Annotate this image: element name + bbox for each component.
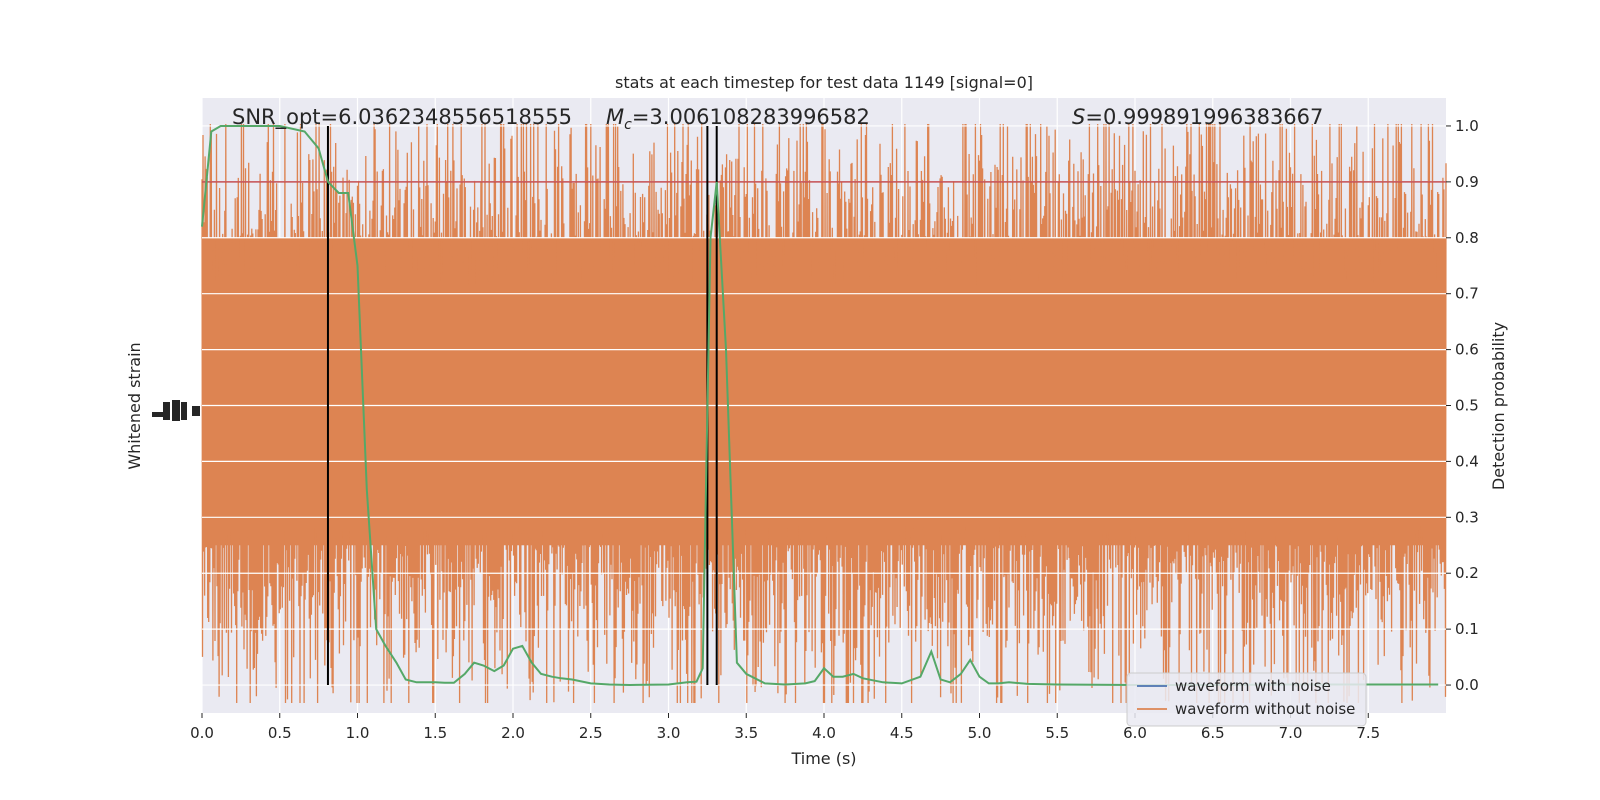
x-tick-label: 0.0 (190, 724, 214, 742)
y-tick-label: 0.3 (1455, 508, 1479, 526)
chart-title: stats at each timestep for test data 114… (615, 73, 1033, 92)
x-tick-label: 5.5 (1045, 724, 1069, 742)
x-tick-label: 7.0 (1279, 724, 1303, 742)
legend-label-with-noise: waveform with noise (1175, 677, 1331, 695)
x-axis-ticks: 0.0 0.5 1.0 1.5 2.0 2.5 3.0 3.5 4.0 4.5 5.0 5.5 6.0 6… (190, 713, 1380, 742)
legend: waveform with noise waveform without noi… (1126, 672, 1367, 727)
y-tick-label: 0.6 (1455, 341, 1479, 359)
s-symbol: S (1072, 105, 1085, 129)
x-tick-label: 2.5 (579, 724, 603, 742)
y-tick-label: 0.1 (1455, 620, 1479, 638)
x-tick-label: 0.5 (268, 724, 292, 742)
y-axis-left-label: Whitened strain (125, 342, 144, 469)
waveform-without-noise-line (201, 123, 1447, 704)
x-tick-label: 1.0 (346, 724, 370, 742)
left-axis-tick-cluster (152, 400, 200, 421)
y-axis-right-label: Detection probability (1489, 322, 1508, 490)
x-tick-label: 4.5 (890, 724, 914, 742)
mc-subscript: c (624, 117, 632, 133)
y-tick-label: 0.7 (1455, 285, 1479, 303)
x-tick-label: 5.0 (968, 724, 992, 742)
mc-value: =3.006108283996582 (632, 105, 870, 129)
y-tick-label: 0.5 (1455, 397, 1479, 415)
annotation-statistic: S=0.999891996383667 (1072, 105, 1323, 129)
x-tick-label: 7.5 (1356, 724, 1380, 742)
y-tick-label: 1.0 (1455, 117, 1479, 135)
x-tick-label: 3.0 (657, 724, 681, 742)
y-tick-label: 0.8 (1455, 229, 1479, 247)
y-axis-right-ticks: 0.0 0.1 0.2 0.3 0.4 0.5 0.6 0.7 0.8 0.9 1.0 (1446, 117, 1479, 694)
legend-label-without-noise: waveform without noise (1175, 700, 1355, 718)
y-tick-label: 0.9 (1455, 173, 1479, 191)
annotation-snr: SNR_opt=6.0362348556518555 (232, 105, 572, 130)
y-tick-label: 0.0 (1455, 676, 1479, 694)
s-value: =0.999891996383667 (1085, 105, 1323, 129)
y-tick-label: 0.2 (1455, 564, 1479, 582)
x-tick-label: 6.0 (1123, 724, 1147, 742)
legend-box (1126, 672, 1367, 727)
x-tick-label: 4.0 (812, 724, 836, 742)
annotation-chirp-mass: Mc=3.006108283996582 (606, 105, 870, 133)
x-tick-label: 6.5 (1201, 724, 1225, 742)
overlays (201, 125, 1446, 687)
mc-symbol: M (606, 105, 624, 129)
y-tick-label: 0.4 (1455, 452, 1479, 470)
detection-probability-line (201, 125, 1439, 687)
x-tick-label: 2.0 (501, 724, 525, 742)
x-axis-label: Time (s) (790, 749, 856, 768)
x-tick-label: 1.5 (423, 724, 447, 742)
waveform-noise-band (201, 123, 1447, 704)
x-tick-label: 3.5 (734, 724, 758, 742)
